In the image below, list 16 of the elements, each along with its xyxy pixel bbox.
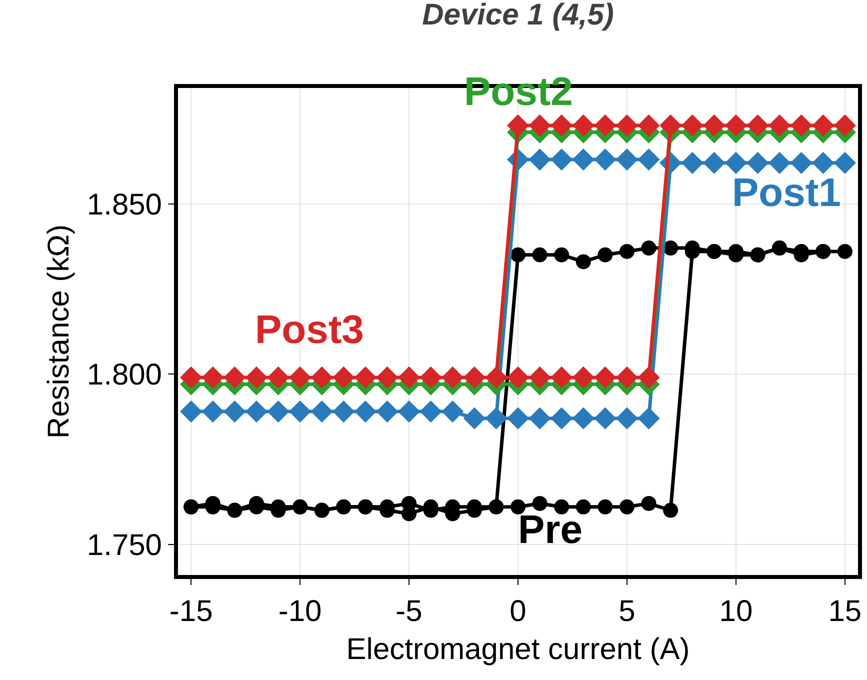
x-tick-label: 15 — [828, 595, 862, 628]
y-tick-label: 1.850 — [86, 188, 162, 222]
series-label: Pre — [518, 508, 582, 552]
x-tick-label: 0 — [510, 595, 526, 628]
x-tick-label: 5 — [618, 595, 636, 628]
x-tick-label: -5 — [396, 595, 422, 628]
series-label: Post1 — [732, 171, 841, 215]
x-tick-label: -15 — [169, 595, 213, 628]
y-axis-title: Resistance (kΩ) — [42, 224, 76, 439]
x-tick-label: 10 — [719, 595, 753, 628]
x-axis-title: Electromagnet current (A) — [346, 633, 690, 666]
y-tick-label: 1.800 — [86, 358, 162, 392]
x-tick-label: -10 — [278, 595, 322, 628]
chart-title: Device 1 (4,5) — [422, 0, 614, 32]
series-label: Post3 — [255, 308, 364, 352]
y-tick-label: 1.750 — [86, 528, 162, 562]
